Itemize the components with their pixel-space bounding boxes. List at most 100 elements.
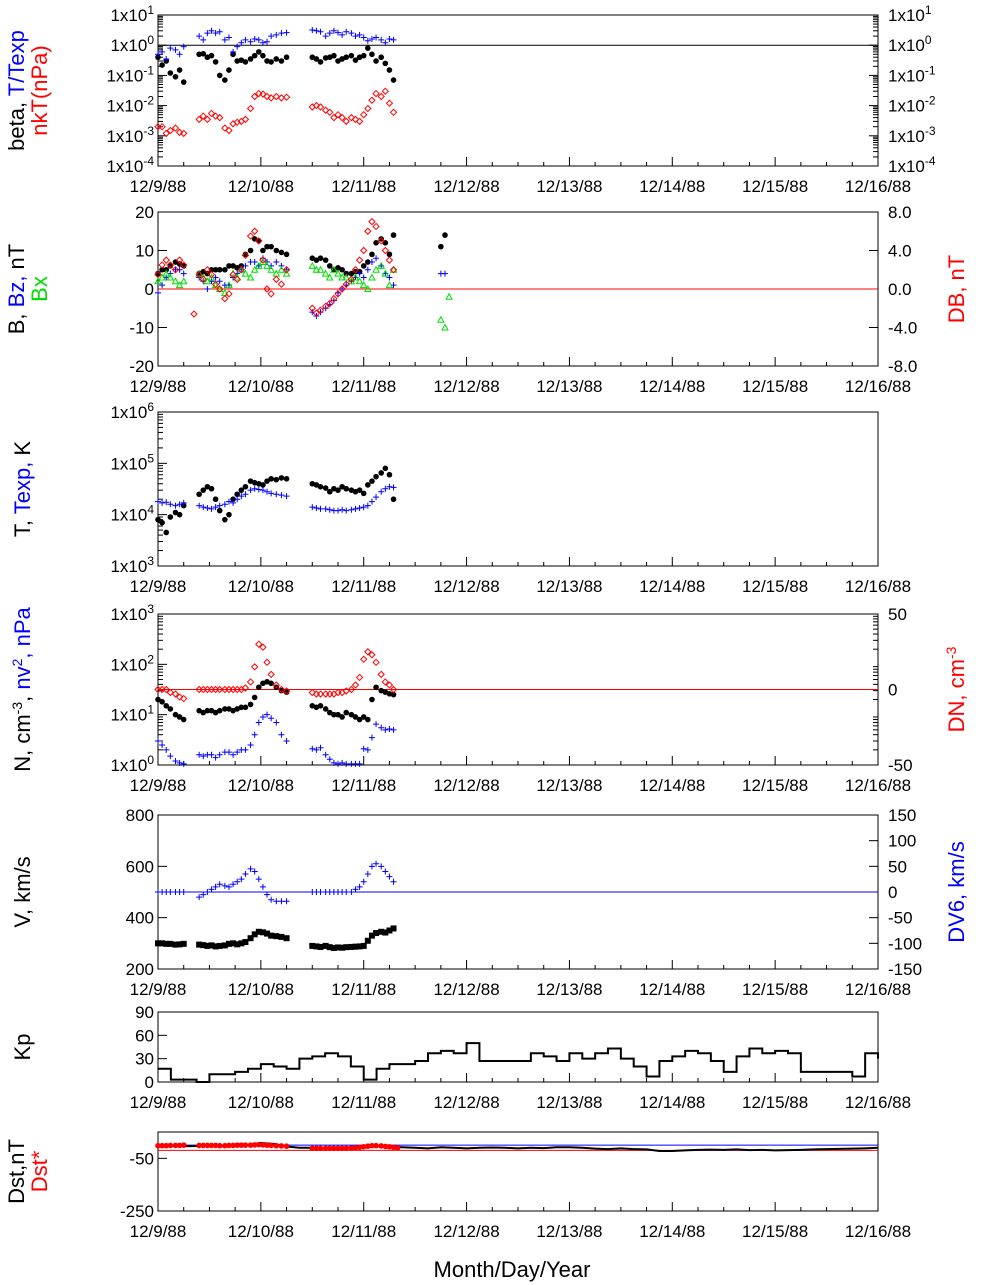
- data-point: [216, 72, 223, 79]
- data-point: [351, 115, 360, 124]
- data-point: [309, 504, 316, 511]
- x-tick-label: 12/9/88: [130, 776, 187, 795]
- data-point: [264, 488, 271, 495]
- y-tick-label-base: 1x10: [110, 756, 147, 775]
- data-point: [360, 52, 367, 59]
- data-point: [360, 504, 367, 511]
- series-line: [158, 1042, 879, 1083]
- data-point: [158, 261, 166, 269]
- y-tick-label: 1x100: [110, 753, 154, 775]
- data-point: [255, 684, 262, 691]
- data-point: [352, 268, 359, 275]
- y-tick-label: 60: [135, 1026, 154, 1045]
- data-point: [246, 232, 255, 240]
- axis-label-part: -3: [943, 646, 959, 659]
- data-point: [225, 749, 232, 756]
- data-point: [368, 217, 376, 226]
- x-tick-label: 12/14/88: [639, 980, 705, 999]
- series-temp-0: [155, 465, 397, 536]
- data-point: [259, 883, 266, 890]
- y-tick-label: 400: [126, 909, 154, 928]
- data-point: [263, 92, 271, 101]
- data-point: [176, 501, 183, 508]
- data-point: [216, 502, 223, 509]
- data-point: [230, 940, 237, 947]
- data-point: [167, 706, 174, 712]
- data-point: [238, 487, 245, 493]
- x-tick-label: 12/13/88: [536, 577, 602, 596]
- data-point: [322, 485, 329, 491]
- data-point: [313, 1145, 320, 1152]
- data-point: [263, 261, 271, 269]
- data-point: [278, 687, 285, 694]
- data-point: [267, 670, 275, 679]
- data-point: [364, 227, 372, 235]
- data-point: [196, 751, 203, 758]
- data-point: [372, 89, 380, 98]
- panel-mag: 20 10 0 -10 -20 8.0 4.0 0.0 -4.0 -8.0 12/9/88 12/10…: [4, 203, 969, 396]
- x-tick-label: 12/11/88: [331, 1093, 396, 1112]
- data-point: [352, 886, 359, 893]
- y-tick-label: 10: [135, 242, 154, 261]
- data-point: [250, 265, 259, 273]
- data-point: [382, 726, 389, 733]
- data-point: [212, 504, 219, 511]
- data-point: [242, 746, 249, 753]
- data-point: [255, 640, 263, 648]
- y-tick-label: -150: [888, 960, 922, 979]
- y-tick-label-base: 1x10: [110, 605, 147, 624]
- data-point: [237, 266, 246, 274]
- data-point: [272, 681, 280, 689]
- data-point: [166, 273, 175, 281]
- data-point: [364, 746, 371, 753]
- data-point: [343, 1145, 350, 1152]
- x-tick-label: 12/13/88: [536, 1222, 602, 1241]
- data-point: [204, 942, 211, 949]
- data-point: [368, 863, 375, 870]
- y-tick-label: 1x101: [888, 3, 932, 25]
- data-point: [331, 52, 337, 59]
- data-point: [382, 929, 389, 936]
- data-point: [251, 259, 258, 266]
- data-point: [180, 43, 187, 50]
- data-point: [317, 744, 324, 751]
- data-point: [268, 59, 274, 65]
- data-point: [339, 1145, 345, 1152]
- data-point: [273, 1142, 280, 1149]
- x-tick-label: 12/11/88: [331, 980, 396, 999]
- data-point: [365, 716, 371, 723]
- data-point: [278, 933, 285, 940]
- x-tick-label: 12/11/88: [331, 577, 396, 596]
- data-point: [386, 36, 393, 43]
- axis-label: nkT(nPa): [27, 45, 52, 135]
- data-point: [317, 943, 324, 950]
- data-point: [208, 27, 215, 34]
- data-point: [250, 227, 259, 235]
- series-velocity-0: [155, 925, 397, 951]
- data-point: [208, 505, 215, 512]
- data-point: [317, 505, 324, 512]
- data-point: [326, 263, 333, 269]
- data-point: [208, 942, 215, 949]
- data-point: [255, 36, 262, 43]
- data-point: [330, 297, 337, 304]
- data-point: [241, 115, 250, 124]
- data-point: [385, 681, 394, 689]
- data-point: [264, 38, 271, 45]
- series-density-2: [154, 640, 398, 703]
- data-point: [343, 507, 350, 514]
- axis-label-part: nv: [10, 666, 35, 689]
- data-point: [233, 275, 241, 284]
- data-point: [360, 745, 367, 752]
- data-point: [208, 266, 215, 273]
- data-point: [241, 251, 250, 260]
- data-point: [368, 96, 376, 104]
- x-axis-title: Month/Day/Year: [434, 1257, 591, 1282]
- x-tick-label: 12/9/88: [130, 980, 187, 999]
- data-point: [251, 931, 258, 938]
- data-point: [176, 941, 183, 948]
- data-point: [390, 232, 397, 238]
- series-dst-1: [155, 1141, 401, 1152]
- data-point: [277, 685, 286, 694]
